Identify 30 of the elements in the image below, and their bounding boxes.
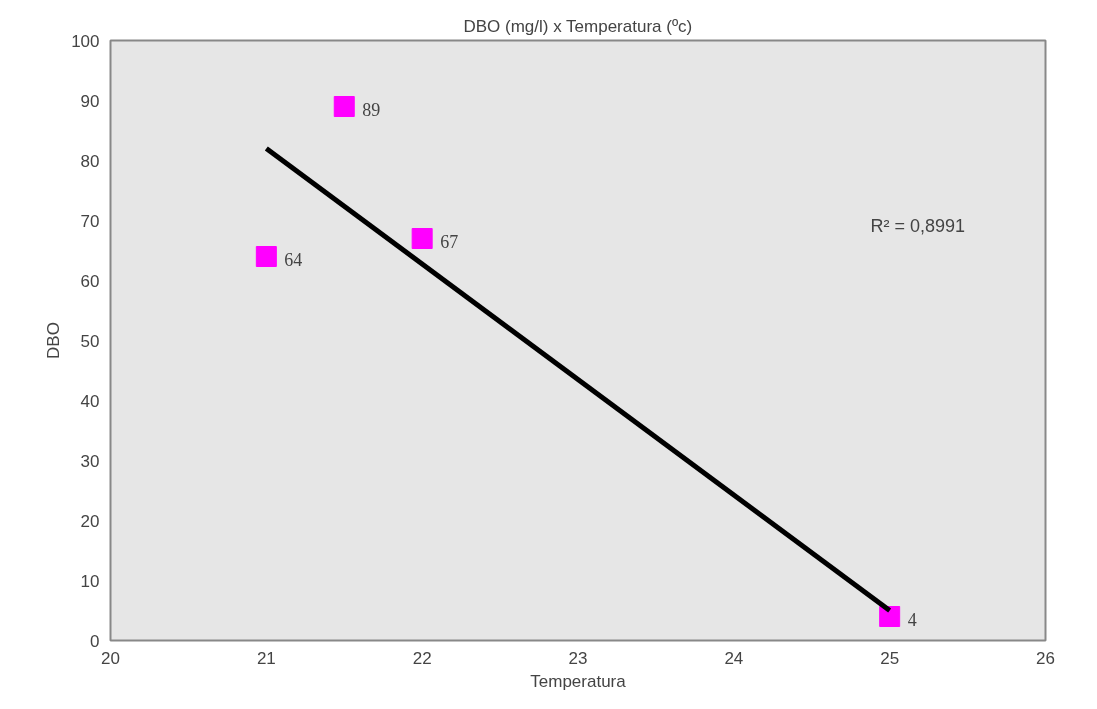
point <box>411 228 433 249</box>
annotation: R² = 0,8991 <box>870 215 966 236</box>
x-tick-label: 23 <box>568 648 588 668</box>
x-tick-label: 21 <box>256 648 276 668</box>
point <box>333 96 355 117</box>
y-tick-label: 0 <box>90 631 100 651</box>
y-tick-label: 100 <box>71 31 100 51</box>
x-tick-label: 24 <box>724 648 744 668</box>
y-tick-label: 60 <box>80 271 100 291</box>
y-tick-label: 50 <box>80 331 100 351</box>
y-tick-label: 80 <box>80 151 100 171</box>
y-tick-label: 90 <box>80 91 100 111</box>
x-tick-label: 22 <box>412 648 432 668</box>
data-label: 89 <box>362 99 381 120</box>
point <box>879 606 901 627</box>
chart-title: DBO (mg/l) x Temperatura (ºc) <box>463 16 693 36</box>
y-tick-label: 30 <box>80 451 100 471</box>
x-tick-label: 25 <box>880 648 900 668</box>
y-tick-label: 20 <box>80 511 100 531</box>
y-axis-title: DBO <box>44 322 64 359</box>
x-axis-title: Temperatura <box>530 671 627 691</box>
y-tick-label: 70 <box>80 211 100 231</box>
x-tick-label: 20 <box>101 648 120 668</box>
data-label: 4 <box>907 609 917 630</box>
data-label: 64 <box>284 249 303 270</box>
x-tick-label: 26 <box>1036 648 1055 668</box>
data-label: 67 <box>440 231 459 252</box>
y-tick-label: 10 <box>80 571 100 591</box>
y-tick-label: 40 <box>80 391 100 411</box>
point <box>255 246 277 267</box>
